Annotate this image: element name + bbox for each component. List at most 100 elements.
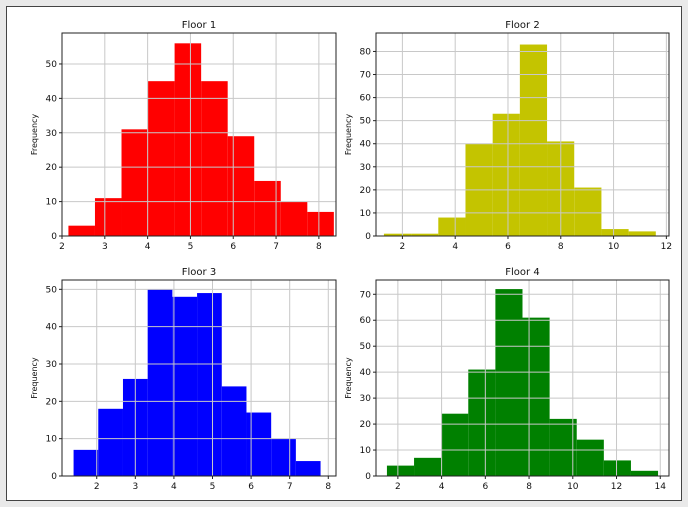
histogram-bar [492,113,520,236]
y-axis-label: Frequency [30,357,39,399]
histogram-bar [601,229,629,236]
x-tick-label: 12 [611,482,622,492]
y-tick-label: 30 [360,394,372,404]
subplot-3: 2 3 4 5 6 7 8 0 10 20 30 40 50 Floor 3 Frequency [30,267,337,492]
y-tick-label: 20 [46,397,58,407]
x-tick-label: 8 [316,242,322,252]
subplot-1: 2 3 4 5 6 7 8 0 10 20 30 40 50 Floor 1 Frequency [30,20,337,252]
x-tick-label: 7 [273,242,279,252]
x-tick-label: 3 [102,242,108,252]
y-axis-label: Frequency [344,357,353,399]
x-tick-label: 6 [482,482,488,492]
histogram-bar [383,233,412,236]
y-tick-label: 10 [360,209,372,219]
x-tick-label: 3 [132,482,138,492]
histogram-bar [522,317,550,476]
x-tick-label: 4 [171,482,177,492]
histogram-bar [441,413,469,476]
y-tick-label: 10 [46,198,58,208]
histogram-bar [201,81,228,236]
histogram-bar [172,296,198,476]
histogram-bar [280,201,308,236]
y-tick-label: 60 [360,94,372,104]
histogram-bar [121,129,149,236]
y-tick-label: 50 [360,342,372,352]
histogram-bar [68,225,95,236]
x-tick-label: 14 [655,482,667,492]
histogram-bar [271,438,296,476]
histogram-bar [414,457,442,476]
histogram-bar [148,81,175,236]
histogram-bar [227,136,255,236]
x-tick-label: 5 [210,482,216,492]
subplot-title: Floor 2 [505,20,539,31]
histogram-bar [174,43,202,236]
y-tick-label: 60 [360,316,372,326]
subplot-title: Floor 3 [182,267,216,278]
histogram-bar [495,289,523,476]
y-tick-label: 30 [46,129,58,139]
x-tick-label: 2 [395,482,401,492]
histogram-bar [98,408,123,476]
x-tick-label: 6 [230,242,236,252]
y-tick-label: 40 [46,323,58,333]
histogram-bar [94,198,122,236]
histogram-bar [246,412,272,476]
subplot-title: Floor 1 [182,20,216,31]
axes-frame [375,279,670,477]
histogram-bar [73,449,99,476]
histogram-bar [411,233,439,236]
x-tick-label: 8 [325,482,331,492]
y-tick-label: 0 [365,232,371,242]
x-tick-label: 8 [558,242,564,252]
y-tick-label: 70 [360,71,372,81]
y-tick-label: 0 [365,472,371,482]
histogram-bar [221,386,247,476]
x-tick-label: 7 [287,482,293,492]
y-tick-label: 70 [360,290,372,300]
y-tick-label: 40 [46,94,58,104]
histogram-bar [628,231,656,236]
x-tick-label: 6 [505,242,511,252]
histogram-bar [549,418,577,476]
x-tick-label: 12 [661,242,672,252]
x-tick-label: 10 [567,482,579,492]
x-tick-label: 4 [145,242,151,252]
y-tick-label: 50 [360,117,372,127]
x-tick-label: 4 [439,482,445,492]
x-tick-label: 2 [400,242,406,252]
subplot-title: Floor 4 [505,267,539,278]
y-tick-label: 20 [360,186,372,196]
x-tick-label: 6 [248,482,254,492]
x-tick-label: 8 [526,482,532,492]
y-tick-label: 40 [360,368,372,378]
y-tick-label: 0 [51,232,57,242]
axes-frame [61,279,337,477]
y-tick-label: 30 [360,163,372,173]
y-tick-label: 50 [46,285,58,295]
subplot-4: 2 4 6 8 10 12 14 0 10 20 30 40 50 60 70 Floor 4 Frequenc… [344,267,670,492]
y-tick-label: 80 [360,47,372,57]
histogram-bar [307,211,334,236]
y-tick-label: 30 [46,360,58,370]
x-tick-label: 2 [59,242,65,252]
histogram-bar [603,460,631,476]
histogram-bar [438,217,466,236]
histogram-bar [519,44,548,237]
y-tick-label: 50 [46,60,58,70]
figure: 2 3 4 5 6 7 8 0 10 20 30 40 50 Floor 1 Frequency 2 4 6 8 10… [6,6,682,501]
histogram-bar [576,439,604,476]
y-axis-label: Frequency [344,114,353,156]
histogram-bar [254,180,281,236]
x-tick-label: 2 [94,482,100,492]
y-tick-label: 10 [46,435,58,445]
histogram-bar [197,293,222,476]
x-tick-label: 10 [608,242,620,252]
histogram-bar [147,289,173,476]
x-tick-label: 5 [188,242,194,252]
histogram-bar [386,465,415,476]
y-tick-label: 20 [46,163,58,173]
y-tick-label: 0 [51,472,57,482]
subplot-2: 2 4 6 8 10 12 0 10 20 30 40 50 60 70 80 Floor 2 Frequenc… [344,20,672,252]
